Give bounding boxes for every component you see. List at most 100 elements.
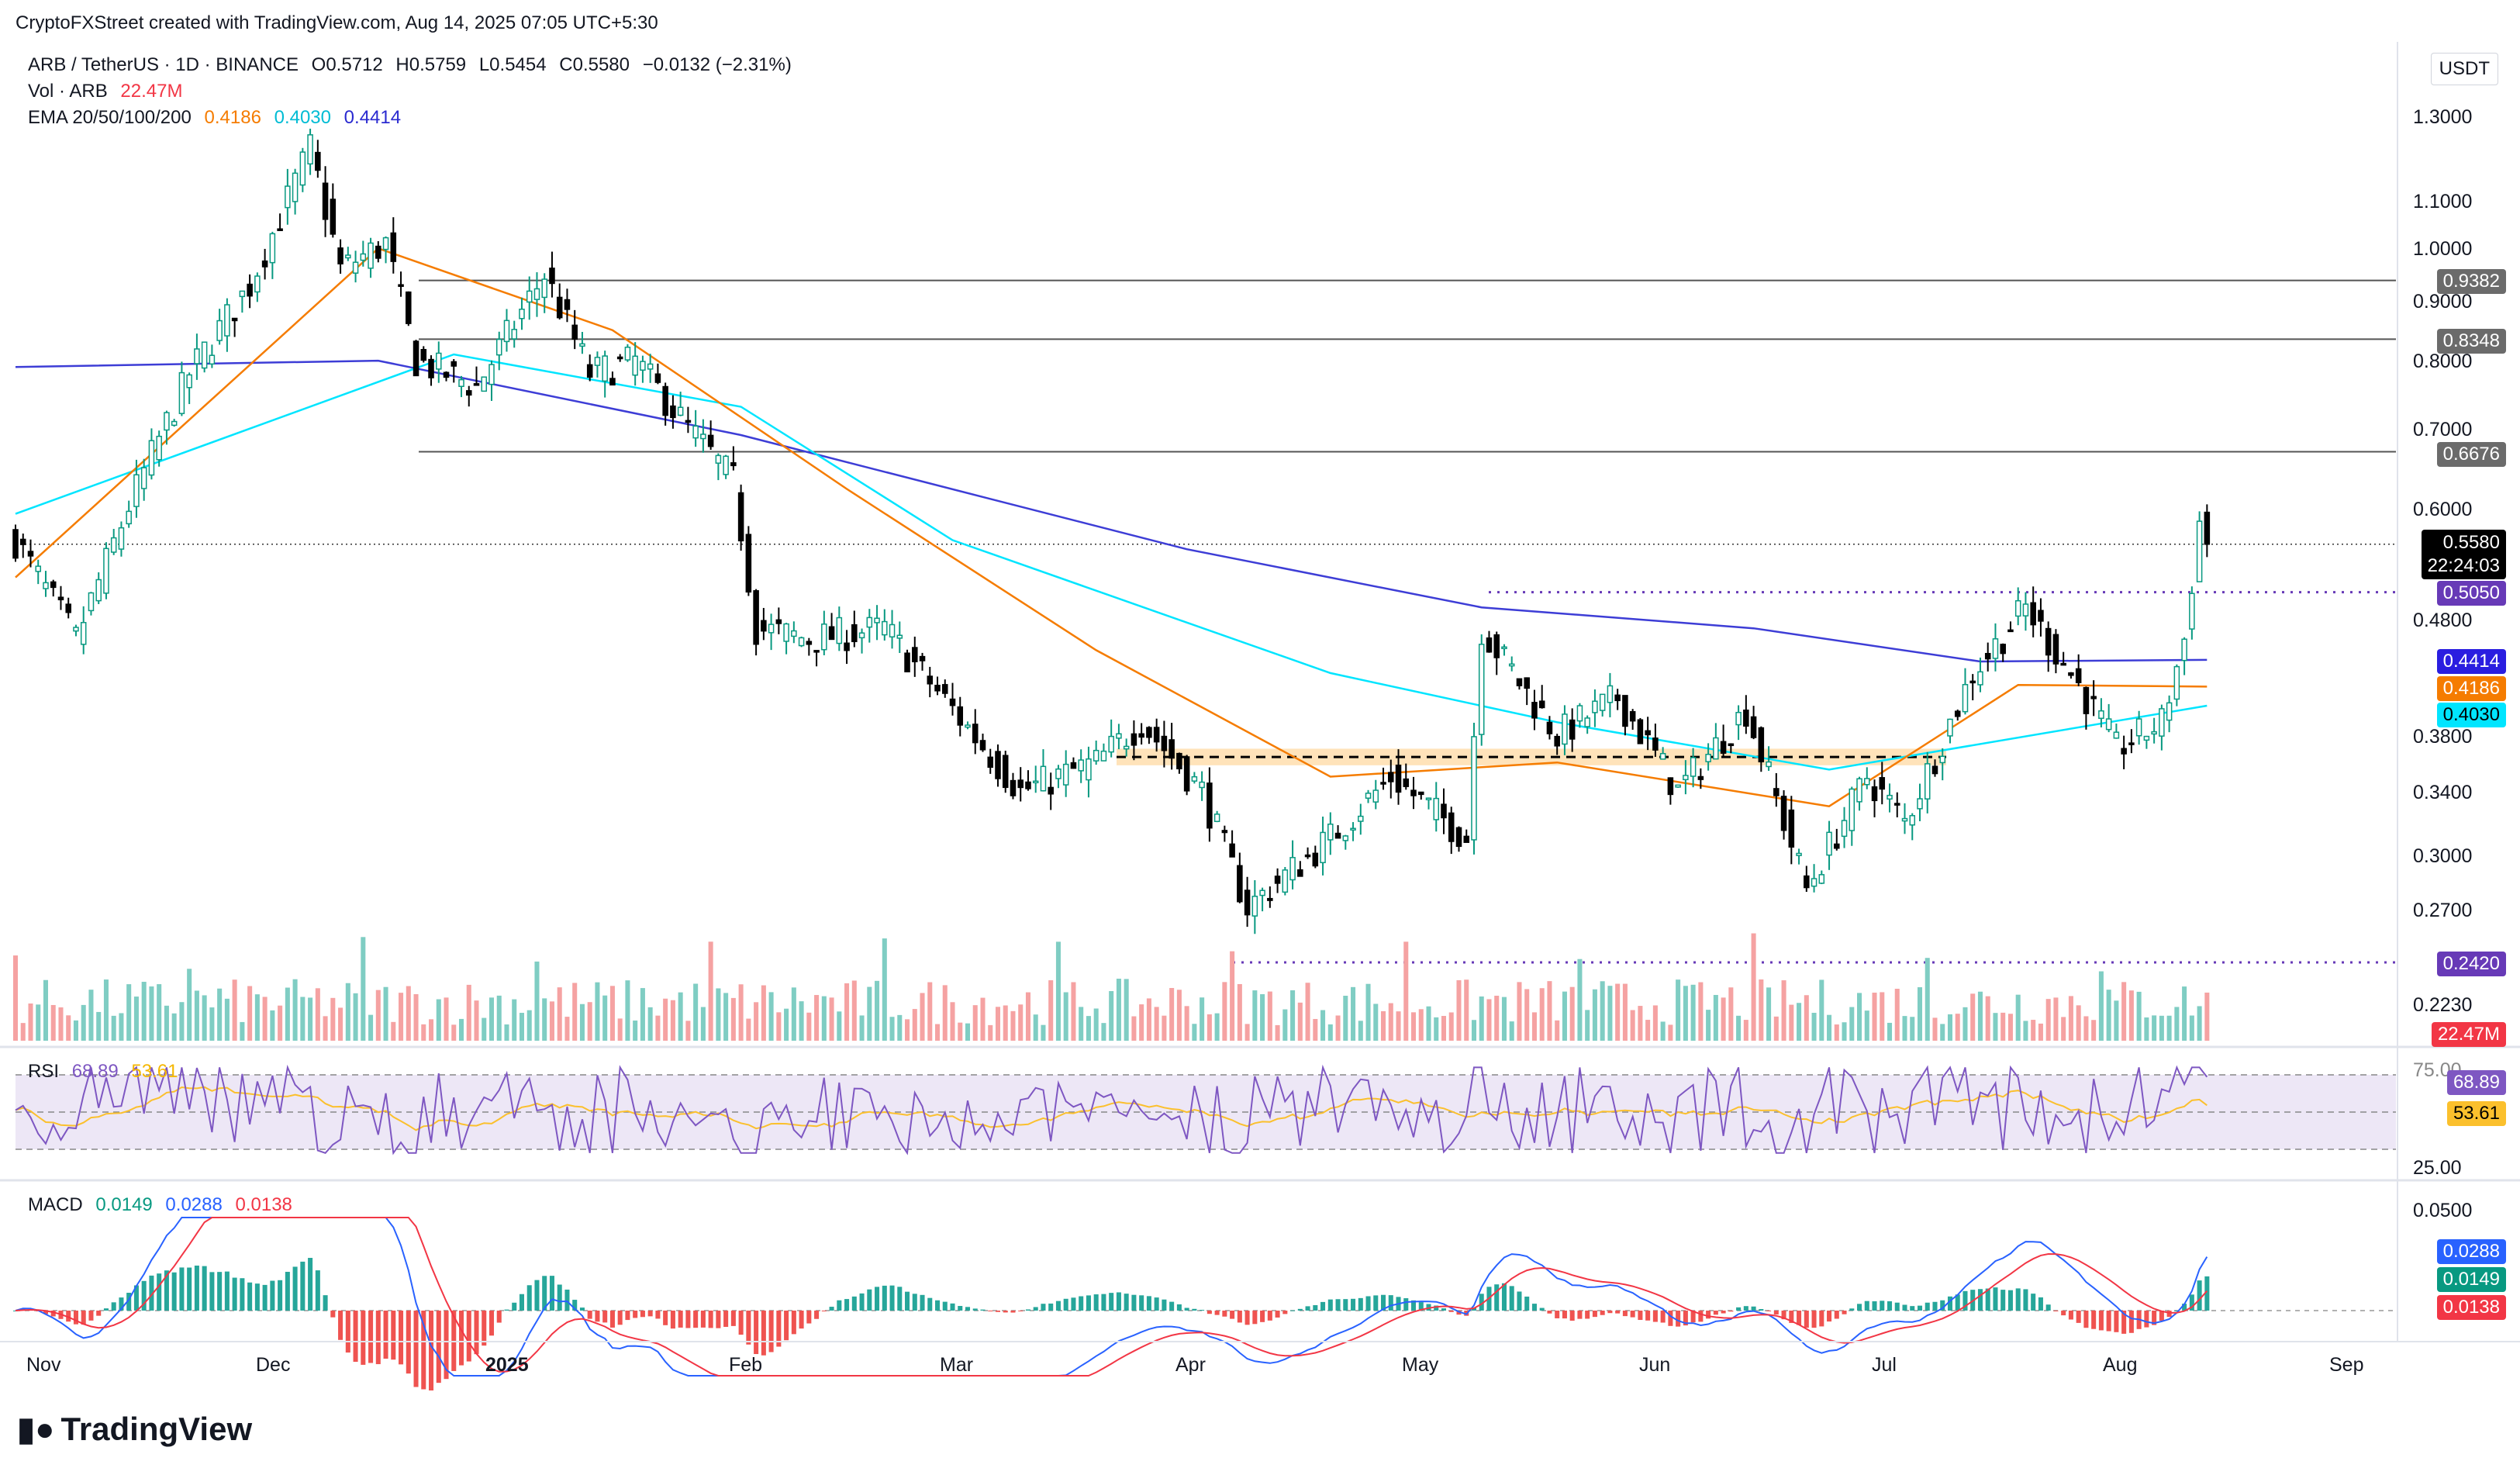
candle-body (1463, 835, 1470, 843)
candle-body (1652, 738, 1659, 751)
volume-bar (391, 1021, 396, 1041)
candle-body (602, 355, 608, 382)
volume-bar (859, 1015, 865, 1041)
candle-body (1267, 897, 1273, 901)
volume-bar (1396, 1011, 1401, 1041)
candle-body (231, 317, 238, 322)
volume-bar (897, 1014, 903, 1041)
candle-body (1834, 843, 1840, 849)
candle-body (1947, 718, 1953, 737)
macd-hist-bar (1925, 1302, 1930, 1311)
candle-body (896, 634, 903, 639)
candle-body (1750, 716, 1757, 738)
macd-hist-bar (436, 1311, 441, 1383)
price-tick: 0.3000 (2413, 845, 2473, 867)
candle-body (1811, 878, 1818, 887)
volume-bar (1683, 986, 1688, 1041)
macd-hist-bar (1365, 1296, 1371, 1311)
macd-hist-bar (164, 1270, 169, 1311)
candle-body (858, 632, 865, 639)
candle-body (1176, 752, 1182, 770)
volume-bar (1154, 1007, 1159, 1041)
ema-legend[interactable]: EMA 20/50/100/200 0.4186 0.4030 0.4414 (28, 107, 409, 129)
volume-bar (1925, 958, 1930, 1041)
volume-bar (875, 980, 880, 1041)
macd-hist-bar (640, 1311, 645, 1318)
tradingview-logo-icon: ▮● (17, 1411, 55, 1447)
volume-bar (2152, 1015, 2157, 1041)
macd-hist-bar (1237, 1311, 1242, 1323)
volume-bar (496, 995, 502, 1041)
candle-body (315, 151, 321, 171)
macd-hist-bar (399, 1311, 404, 1365)
candle-body (1086, 758, 1092, 781)
macd-hist-bar (1358, 1297, 1363, 1311)
macd-hist-value: 0.0149 (95, 1194, 153, 1215)
volume-bar (1101, 1023, 1106, 1041)
volume-bar (1048, 980, 1054, 1041)
candle-body (458, 378, 464, 387)
volume-bar (754, 1002, 759, 1041)
macd-hist-bar (1055, 1301, 1061, 1311)
candle-body (965, 724, 971, 728)
volume-bar (708, 941, 713, 1041)
volume-bar (1041, 1024, 1046, 1041)
rsi-legend[interactable]: RSI 68.89 53.61 (28, 1061, 185, 1083)
candle-body (57, 596, 64, 601)
candle-body (140, 467, 147, 489)
candle-body (1070, 762, 1077, 769)
volume-bar (905, 1019, 910, 1041)
volume-legend[interactable]: Vol · ARB 22.47M (28, 81, 190, 102)
macd-hist-bar (1531, 1304, 1537, 1311)
candle-body (1304, 854, 1311, 858)
candle-body (1169, 739, 1175, 759)
candle-body (239, 290, 246, 298)
macd-hist-bar (1940, 1300, 1945, 1311)
macd-hist-bar (1751, 1306, 1756, 1311)
ema200-value: 0.4414 (343, 107, 402, 128)
volume-bar (2098, 971, 2104, 1041)
macd-hist-bar (1622, 1311, 1628, 1317)
currency-button[interactable]: USDT (2430, 53, 2498, 85)
time-tick: Nov (26, 1354, 61, 1376)
candle-body (488, 364, 495, 385)
volume-bar (829, 997, 834, 1041)
macd-hist-bar (375, 1311, 381, 1365)
price-tick: 0.9000 (2413, 291, 2473, 313)
macd-hist-bar (474, 1311, 479, 1355)
candle-body (882, 620, 888, 636)
candle-body (2121, 748, 2127, 755)
candle-body (753, 590, 759, 645)
macd-hist-bar (1086, 1295, 1091, 1311)
volume-bar (247, 986, 253, 1041)
macd-hist-bar (1313, 1304, 1318, 1311)
macd-hist-bar (859, 1293, 865, 1311)
volume-bar (1759, 979, 1764, 1041)
candle-body (1879, 777, 1886, 790)
volume-bar (133, 997, 139, 1041)
volume-bar (549, 1001, 554, 1041)
candle-body (73, 627, 79, 632)
volume-bar (730, 997, 736, 1041)
candle-body (1297, 869, 1303, 877)
macd-hist-bar (1494, 1284, 1500, 1311)
macd-hist-bar (519, 1294, 525, 1311)
macd-hist-bar (240, 1278, 245, 1311)
candle-body (2135, 718, 2142, 737)
macd-hist-bar (368, 1311, 374, 1363)
macd-legend[interactable]: MACD 0.0149 0.0288 0.0138 (28, 1194, 300, 1216)
candle-body (1131, 733, 1137, 746)
candle-body (1334, 832, 1341, 839)
macd-hist-bar (458, 1311, 464, 1366)
candle-body (1282, 869, 1289, 893)
candle-body (1645, 730, 1651, 736)
volume-bar (768, 992, 774, 1041)
macd-hist-bar (1819, 1311, 1824, 1327)
tradingview-logo[interactable]: ▮● TradingView (17, 1410, 252, 1448)
macd-hist-bar (330, 1311, 336, 1318)
volume-bar (958, 1022, 963, 1041)
volume-bar (2136, 991, 2142, 1041)
volume-bar (1773, 1016, 1779, 1041)
candle-body (1864, 778, 1870, 786)
symbol-name[interactable]: ARB / TetherUS · 1D · BINANCE (28, 54, 299, 75)
